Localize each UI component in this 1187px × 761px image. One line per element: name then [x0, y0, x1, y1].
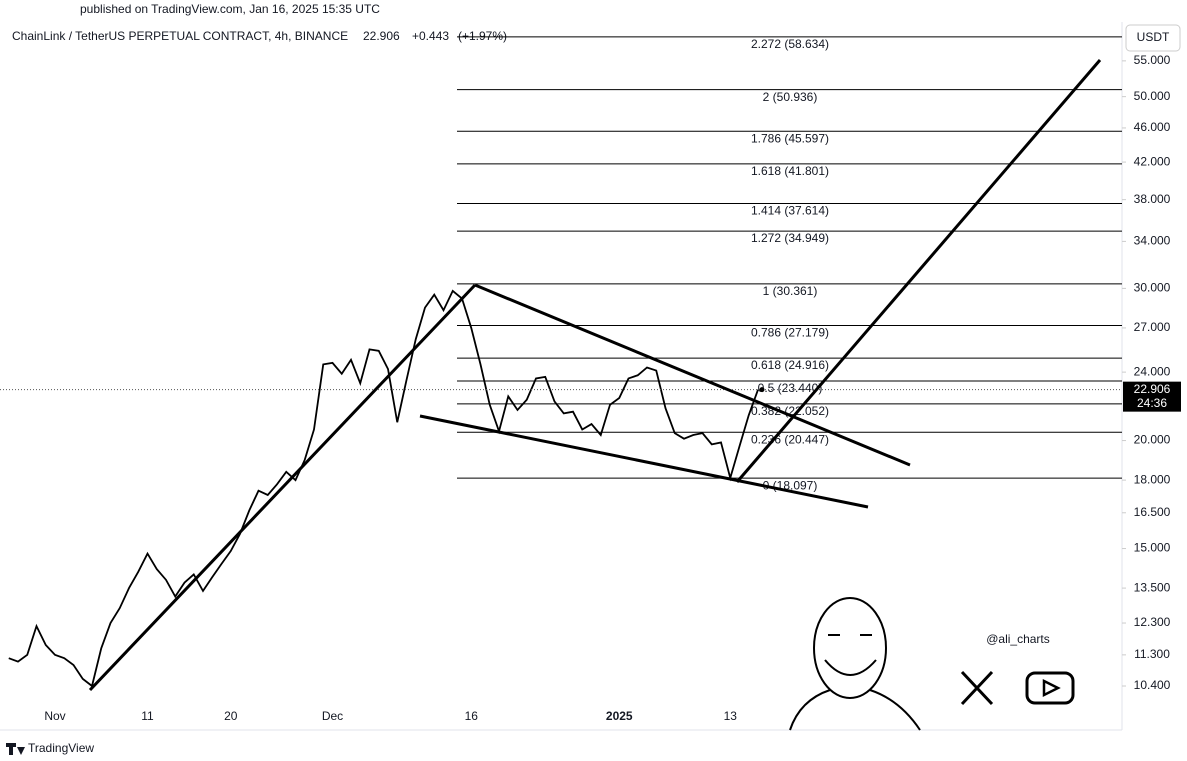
y-tick-label: 27.000 — [1134, 320, 1171, 334]
published-note: published on TradingView.com, Jan 16, 20… — [80, 2, 380, 16]
x-tick-label: 2025 — [606, 709, 633, 723]
y-tick-label: 10.400 — [1134, 678, 1171, 692]
header-change-pct: (+1.97%) — [458, 29, 507, 43]
fib-label: 1.618 (41.801) — [751, 164, 829, 178]
fib-label: 1.414 (37.614) — [751, 204, 829, 218]
tv-logo — [6, 743, 25, 755]
x-tick-label: Nov — [44, 709, 65, 723]
x-tick-label: Dec — [322, 709, 343, 723]
x-tick-label: 13 — [724, 709, 738, 723]
price-line — [8, 289, 759, 688]
y-tick-label: 30.000 — [1134, 281, 1171, 295]
currency: USDT — [1137, 30, 1170, 44]
avatar — [789, 597, 921, 731]
y-tick-label: 50.000 — [1134, 89, 1171, 103]
x-tick-label: 11 — [141, 709, 154, 723]
y-tick-label: 24.000 — [1134, 364, 1171, 378]
fib-label: 2.272 (58.634) — [751, 37, 829, 51]
header-change: +0.443 — [412, 29, 449, 43]
x-tick-label: 20 — [224, 709, 238, 723]
smile — [824, 659, 877, 676]
trendline — [735, 59, 1102, 483]
y-tick-label: 34.000 — [1134, 234, 1171, 248]
y-tick-label: 46.000 — [1134, 120, 1171, 134]
youtube-play — [1042, 678, 1061, 698]
y-tick-label: 18.000 — [1134, 472, 1171, 486]
fib-label: 1.786 (45.597) — [751, 131, 829, 145]
y-tick-label: 12.300 — [1134, 615, 1171, 629]
chart-title: ChainLink / TetherUS PERPETUAL CONTRACT,… — [12, 29, 348, 43]
fib-label: 0.786 (27.179) — [751, 326, 829, 340]
y-tick-label: 20.000 — [1134, 433, 1171, 447]
fib-label: 2 (50.936) — [763, 90, 818, 104]
last-point — [759, 387, 765, 393]
fib-label: 1 (30.361) — [763, 284, 818, 298]
y-tick-label: 15.000 — [1134, 541, 1171, 555]
trendline — [88, 283, 477, 692]
x-icon — [960, 670, 994, 706]
header-price: 22.906 — [363, 29, 400, 43]
y-tick-label: 38.000 — [1134, 192, 1171, 206]
watermark: @ali_charts — [986, 632, 1050, 646]
y-tick-label: 13.500 — [1134, 580, 1171, 594]
shoulders — [789, 689, 921, 731]
y-tick-label: 16.500 — [1134, 505, 1171, 519]
fib-label: 1.272 (34.949) — [751, 231, 829, 245]
footer-brand: TradingView — [28, 741, 94, 755]
fib-label: 0.236 (20.447) — [751, 432, 829, 446]
x-tick-label: 16 — [465, 709, 479, 723]
trendline — [474, 283, 911, 467]
last-price-tag — [1123, 381, 1181, 412]
currency-box[interactable] — [1125, 24, 1181, 52]
fib-label: 0.618 (24.916) — [751, 358, 829, 372]
y-tick-label: 42.000 — [1134, 154, 1171, 168]
fib-label: 0.5 (23.440) — [758, 381, 823, 395]
trendline — [419, 414, 869, 509]
youtube-icon — [1025, 671, 1075, 705]
y-tick-label: 55.000 — [1134, 53, 1171, 67]
last-price-label: 22.906 — [1134, 382, 1171, 396]
face — [813, 597, 887, 699]
trendlines — [88, 59, 1102, 692]
countdown: 24:36 — [1137, 396, 1167, 410]
y-tick-label: 11.300 — [1134, 647, 1170, 661]
